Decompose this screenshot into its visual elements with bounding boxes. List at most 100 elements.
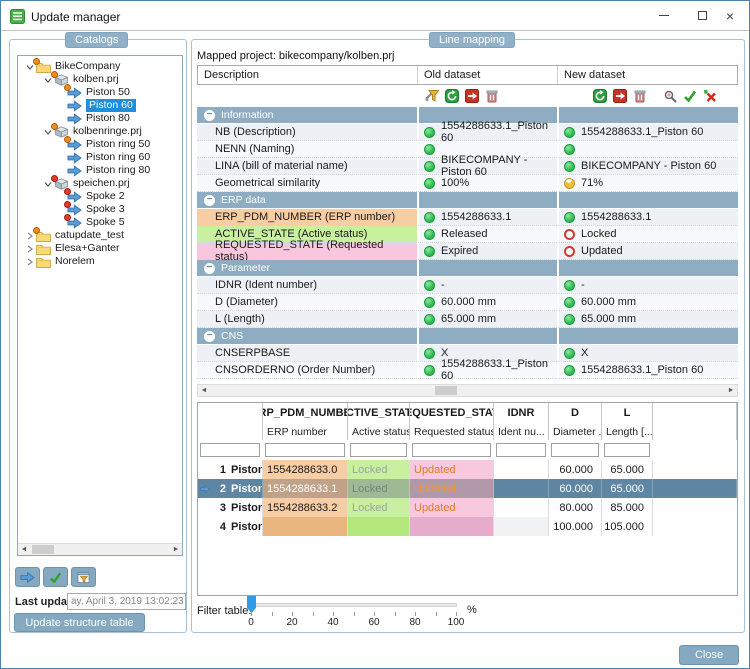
mapping-row-requested-state[interactable]: REQUESTED_STATE (Requested status) Expire… (197, 239, 738, 263)
tree-item-elesa-ganter[interactable]: Elesa+Ganter (18, 242, 182, 255)
slider-track[interactable] (247, 603, 457, 607)
accept-button[interactable] (43, 567, 68, 587)
accept-mapping-icon[interactable] (682, 88, 698, 104)
tree-item-spoke-3[interactable]: Spoke 3 (18, 200, 182, 216)
refresh-icon[interactable] (592, 88, 608, 104)
status-ok-icon (564, 126, 575, 138)
tree-item-norelem[interactable]: Norelem (18, 255, 182, 268)
export-icon[interactable] (612, 88, 628, 104)
map-line-button[interactable] (15, 567, 40, 587)
mapping-horizontal-scrollbar[interactable]: ◄ ► (197, 384, 738, 397)
mapping-row-erp-pdm-number[interactable]: ERP_PDM_NUMBER (ERP number) 1554288633.1 1… (197, 209, 738, 226)
collapse-icon[interactable]: − (204, 109, 215, 121)
tree-item-spoke-2[interactable]: Spoke 2 (18, 187, 182, 203)
column-old-dataset: Old dataset (417, 66, 557, 84)
tree-item-spoke-5[interactable]: Spoke 5 (18, 213, 182, 229)
minimize-button[interactable] (647, 1, 681, 30)
reject-mapping-icon[interactable] (702, 88, 718, 104)
column-filter-input[interactable] (496, 443, 546, 457)
tree-item-piston-ring-60[interactable]: Piston ring 60 (18, 151, 182, 164)
catalog-tree[interactable]: BikeCompany kolben.prj Piston 50 Piston … (17, 55, 183, 556)
title-bar: Update manager × (1, 1, 749, 31)
tree-item-speichen-prj[interactable]: speichen.prj (18, 174, 182, 190)
scroll-left-icon[interactable]: ◄ (200, 387, 208, 394)
header-cell[interactable]: REQUESTED_STATE (410, 403, 494, 423)
refresh-icon[interactable] (444, 88, 460, 104)
chevron-right-icon[interactable] (23, 243, 36, 255)
scrollbar-thumb[interactable] (32, 545, 54, 554)
mapping-row-d-diameter[interactable]: D (Diameter) 60.000 mm 60.000 mm (197, 294, 738, 311)
tree-item-piston-ring-50[interactable]: Piston ring 50 (18, 135, 182, 151)
section-information[interactable]: − Information (197, 107, 738, 124)
section-erp-data[interactable]: − ERP data (197, 192, 738, 209)
filter-mapping-icon[interactable] (424, 88, 440, 104)
status-error-icon (564, 228, 575, 240)
scrollbar-thumb[interactable] (435, 386, 457, 395)
mapping-row-idnr[interactable]: IDNR (Ident number) - - (197, 277, 738, 294)
close-button[interactable]: Close (679, 645, 739, 665)
app-icon (10, 9, 25, 24)
part-arrow-icon (67, 165, 83, 177)
mapping-row-l-length[interactable]: L (Length) 65.000 mm 65.000 mm (197, 311, 738, 328)
tree-item-kolbenringe-prj[interactable]: kolbenringe.prj (18, 122, 182, 138)
column-filter-input[interactable] (200, 443, 260, 457)
header-cell[interactable]: L (602, 403, 653, 423)
header-cell[interactable]: ERP_PDM_NUMBER (263, 403, 348, 423)
status-ok-icon (424, 364, 435, 376)
status-warning-icon (564, 177, 575, 189)
mapping-row-cnserpbase[interactable]: CNSERPBASE X X (197, 345, 738, 362)
tree-horizontal-scrollbar[interactable]: ◄ ► (18, 543, 182, 555)
tree-item-piston-60[interactable]: Piston 60 (18, 99, 182, 112)
delete-icon[interactable] (484, 88, 500, 104)
tree-item-kolben-prj[interactable]: kolben.prj (18, 70, 182, 86)
collapse-icon[interactable]: − (204, 330, 215, 342)
collapse-icon[interactable]: − (204, 262, 215, 274)
column-filter-input[interactable] (551, 443, 599, 457)
last-update-field[interactable]: ay, April 3, 2019 13:02:23 (67, 593, 186, 610)
header-cell[interactable] (198, 403, 263, 423)
window-close-button[interactable]: × (713, 1, 747, 30)
mapping-row-active-state[interactable]: ACTIVE_STATE (Active status) Released Lock… (197, 226, 738, 243)
scroll-right-icon[interactable]: ► (727, 387, 735, 394)
scroll-right-icon[interactable]: ► (172, 546, 180, 553)
tree-item-piston-50[interactable]: Piston 50 (18, 83, 182, 99)
column-filter-input[interactable] (412, 443, 491, 457)
status-ok-icon (424, 177, 435, 189)
chevron-right-icon[interactable] (23, 256, 36, 268)
column-filter-input[interactable] (350, 443, 407, 457)
section-parameter[interactable]: − Parameter (197, 260, 738, 277)
slider-tick-label: 40 (327, 617, 339, 628)
scroll-left-icon[interactable]: ◄ (20, 546, 28, 553)
export-icon[interactable] (464, 88, 480, 104)
filter-settings-button[interactable] (71, 567, 96, 587)
mapping-row-lina[interactable]: LINA (bill of material name) BIKECOMPANY … (197, 154, 738, 178)
header-cell[interactable]: ACTIVE_STATE (348, 403, 410, 423)
tree-item-catupdate-test[interactable]: catupdate_test (18, 226, 182, 242)
mapping-row-geometrical-similarity[interactable]: Geometrical similarity 100% 71% (197, 175, 738, 192)
update-structure-table-button[interactable]: Update structure table (14, 613, 145, 632)
delete-icon[interactable] (632, 88, 648, 104)
tree-item-bikecompany[interactable]: BikeCompany (18, 57, 182, 73)
mapping-row-nenn[interactable]: NENN (Naming) (197, 141, 738, 158)
maximize-button[interactable] (685, 1, 719, 30)
tree-item-piston-ring-80[interactable]: Piston ring 80 (18, 164, 182, 177)
header-cell[interactable]: D (549, 403, 602, 423)
mapping-row-cnsorderno[interactable]: CNSORDERNO (Order Number) 1554288633.1_Pi… (197, 358, 738, 382)
section-cns[interactable]: − CNS (197, 328, 738, 345)
collapse-icon[interactable]: − (204, 194, 215, 206)
slider-thumb[interactable] (247, 596, 256, 613)
column-filter-input[interactable] (604, 443, 650, 457)
mapping-row-nb[interactable]: NB (Description) 1554288633.1_Piston 60 15… (197, 120, 738, 144)
search-mapping-icon[interactable] (662, 88, 678, 104)
tree-item-piston-80[interactable]: Piston 80 (18, 112, 182, 125)
catalog-tree-list: BikeCompany kolben.prj Piston 50 Piston … (18, 57, 182, 268)
column-filter-input[interactable] (265, 443, 345, 457)
status-ok-icon (424, 228, 435, 240)
filter-slider[interactable]: 0 20 40 60 80 100 (247, 594, 464, 628)
header-cell[interactable]: IDNR (494, 403, 549, 423)
catalog-folder-icon (36, 243, 52, 255)
